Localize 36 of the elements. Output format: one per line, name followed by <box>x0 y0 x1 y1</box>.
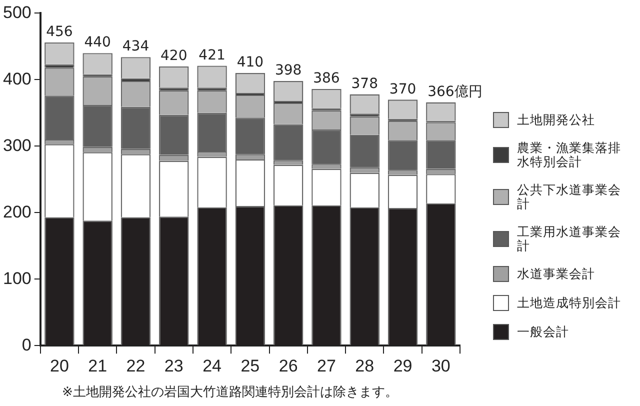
y-tick-label: 400 <box>2 69 32 88</box>
legend-label: 土地開発公社 <box>517 112 595 128</box>
y-tick-label: 0 <box>22 335 32 354</box>
x-tick-label: 29 <box>393 356 412 376</box>
x-tick-label: 21 <box>88 356 108 376</box>
total-label: 434 <box>122 38 150 55</box>
x-tick-label: 22 <box>126 356 146 376</box>
x-tick-label: 23 <box>164 356 184 376</box>
x-tick-label: 24 <box>202 356 222 376</box>
total-label: 386 <box>313 70 340 87</box>
legend-label: 工業用水道事業会計 <box>517 224 622 254</box>
x-tick-label: 20 <box>50 356 69 376</box>
y-tick-label: 200 <box>2 202 32 222</box>
total-label: 421 <box>198 47 226 64</box>
legend-label: 水道事業会計 <box>517 266 595 282</box>
legend-label: 公共下水道事業会計 <box>517 182 622 212</box>
y-tick-label: 500 <box>2 2 32 22</box>
y-tick-label: 300 <box>2 136 32 155</box>
y-tick-label: 100 <box>2 268 32 288</box>
total-label: 378 <box>351 76 378 92</box>
total-label: 398 <box>274 62 302 79</box>
text: 土地造成特別会計 <box>517 295 621 310</box>
total-label: 366億円 <box>428 84 482 100</box>
text: ※土地開発公社の岩国大竹道路関連特別会計は除きます。 <box>62 384 398 401</box>
x-tick-label: 27 <box>317 356 336 376</box>
total-label: 440 <box>84 34 111 51</box>
total-label: 410 <box>236 54 264 71</box>
total-label: 456 <box>46 24 73 40</box>
x-tick-label: 30 <box>431 356 450 376</box>
total-label: 420 <box>160 48 188 64</box>
x-tick-label: 25 <box>240 356 260 376</box>
legend-label: 農業・漁業集落排水特別会計 <box>517 140 622 170</box>
x-tick-label: 26 <box>278 356 298 376</box>
total-label: 370 <box>389 81 416 98</box>
x-tick-label: 28 <box>355 356 374 376</box>
legend-label: 一般会計 <box>517 324 569 340</box>
